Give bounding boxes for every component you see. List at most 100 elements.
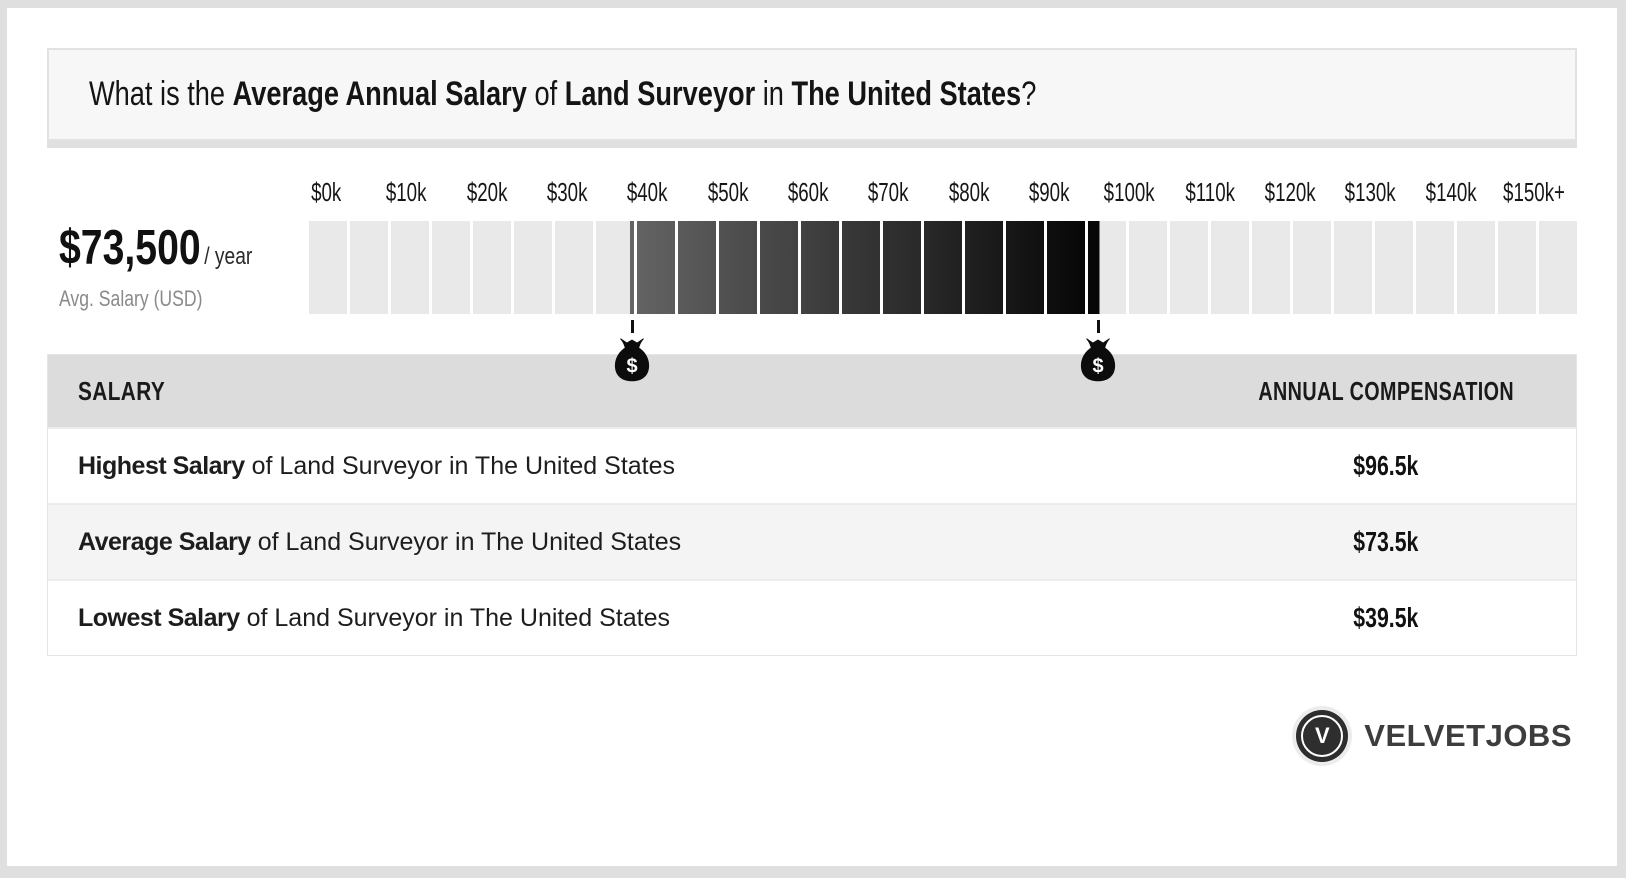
scale-segment	[842, 221, 880, 314]
scale-segment	[1006, 221, 1044, 314]
scale-segment	[801, 221, 839, 314]
scale-segment	[719, 221, 757, 314]
row-label-bold: Average Salary	[78, 527, 251, 556]
title-text-part: of	[526, 75, 565, 113]
scale-segment	[596, 221, 634, 314]
salary-table-header: SALARY ANNUAL COMPENSATION	[48, 355, 1576, 427]
scale-tick-label: $140k	[1425, 177, 1477, 207]
scale-segment	[1129, 221, 1167, 314]
scale-tick-label: $0k	[311, 177, 342, 207]
scale-segment	[1539, 221, 1577, 314]
page-title: What is the Average Annual Salary of Lan…	[89, 75, 1036, 114]
velvetjobs-logo-icon: V	[1296, 710, 1349, 762]
row-value: $73.5k	[1196, 526, 1576, 558]
logo-ring	[1301, 715, 1344, 757]
scale-tick-label: $60k	[787, 177, 829, 207]
brand-name: VELVETJOBS	[1364, 718, 1572, 753]
marker-tick	[630, 320, 634, 333]
table-row-average: Average Salary of Land Surveyor in The U…	[48, 503, 1576, 579]
title-text-part: in	[755, 75, 792, 113]
scale-tick-label: $120k	[1264, 177, 1316, 207]
row-label: Highest Salary of Land Surveyor in The U…	[48, 452, 1196, 481]
scale-segment	[1252, 221, 1290, 314]
row-label-bold: Lowest Salary	[78, 603, 240, 632]
title-bold-text: Land Surveyor	[564, 75, 756, 113]
scale-segment	[1498, 221, 1536, 314]
row-value-text: $96.5k	[1353, 450, 1419, 481]
title-text-part: What is the	[89, 75, 233, 113]
scale-segment	[1457, 221, 1495, 314]
scale-tick-label: $40k	[627, 177, 668, 207]
money-bag-marker-lowest: $	[613, 320, 651, 382]
row-value-text: $73.5k	[1353, 526, 1419, 557]
row-value: $96.5k	[1196, 450, 1576, 482]
footer: V VELVETJOBS	[47, 710, 1577, 762]
average-salary-caption: Avg. Salary (USD)	[59, 286, 203, 311]
scale-segment	[432, 221, 470, 314]
per-year-label: / year	[204, 243, 253, 270]
header-salary-label: SALARY	[78, 375, 166, 406]
salary-table: SALARY ANNUAL COMPENSATION Highest Salar…	[47, 354, 1577, 656]
table-row-highest: Highest Salary of Land Surveyor in The U…	[48, 427, 1576, 503]
scale-segment	[1375, 221, 1413, 314]
title-bold-text: Average Annual Salary	[232, 75, 527, 113]
scale-segment	[883, 221, 921, 314]
row-label: Average Salary of Land Surveyor in The U…	[48, 528, 1196, 557]
scale-segment	[1170, 221, 1208, 314]
scale-tick-label: $50k	[707, 177, 749, 207]
row-label-rest: of Land Surveyor in The United States	[244, 451, 676, 480]
scale-segment	[924, 221, 962, 314]
scale-tick-label: $80k	[948, 177, 990, 207]
scale-segment	[555, 221, 593, 314]
marker-tick	[1096, 320, 1100, 333]
scale-segment	[1211, 221, 1249, 314]
scale-segment	[391, 221, 429, 314]
scale-segment	[350, 221, 388, 314]
scale-segment	[678, 221, 716, 314]
row-value: $39.5k	[1196, 602, 1576, 634]
table-row-lowest: Lowest Salary of Land Surveyor in The Un…	[48, 579, 1576, 655]
header-compensation-column: ANNUAL COMPENSATION	[1196, 376, 1576, 407]
scale-tick-label: $110k	[1184, 177, 1235, 207]
scale-segment	[1047, 221, 1085, 314]
scale-segment	[309, 221, 347, 314]
row-label-bold: Highest Salary	[78, 451, 245, 480]
money-bag-marker-highest: $	[1079, 320, 1117, 382]
svg-text:$: $	[627, 355, 638, 377]
scale-segment	[637, 221, 675, 314]
scale-tick-label: $30k	[546, 177, 588, 207]
row-value-text: $39.5k	[1353, 602, 1419, 633]
scale-segment	[965, 221, 1003, 314]
average-salary-line: $73,500 / year	[59, 220, 252, 276]
scale-tick-label: $90k	[1028, 177, 1070, 207]
scale-segment	[473, 221, 511, 314]
average-salary-block: $73,500 / year Avg. Salary (USD)	[47, 178, 309, 314]
row-label-rest: of Land Surveyor in The United States	[239, 603, 670, 632]
money-bag-icon: $	[1081, 338, 1116, 382]
scale-segment	[1088, 221, 1126, 314]
scale-tick-label: $10k	[386, 177, 427, 207]
salary-scale-section: $73,500 / year Avg. Salary (USD) $0k $10k…	[47, 177, 1577, 382]
scale-segment	[760, 221, 798, 314]
title-bold-text: The United States	[791, 75, 1022, 113]
scale-tick-label: $100k	[1103, 177, 1155, 207]
scale-tick-label: $130k	[1344, 177, 1396, 207]
scale-segment	[1293, 221, 1331, 314]
salary-scale-bar-wrap: $ $	[309, 221, 1577, 382]
row-label-rest: of Land Surveyor in The United States	[250, 527, 682, 556]
scale-segment	[1334, 221, 1372, 314]
header-compensation-label: ANNUAL COMPENSATION	[1258, 375, 1514, 406]
logo-letter: V	[1314, 723, 1330, 748]
title-box: What is the Average Annual Salary of Lan…	[47, 48, 1577, 141]
svg-text:$: $	[1093, 355, 1104, 377]
money-bag-icon: $	[615, 338, 650, 382]
title-text-part: ?	[1021, 75, 1037, 113]
scale-segment	[1416, 221, 1454, 314]
header-salary-column: SALARY	[48, 376, 1196, 407]
salary-scale-bar	[309, 221, 1577, 314]
average-salary-value: $73,500	[59, 221, 201, 275]
scale-tick-label: $20k	[466, 177, 508, 207]
scale-segment	[514, 221, 552, 314]
scale-tick-label: $70k	[868, 177, 909, 207]
